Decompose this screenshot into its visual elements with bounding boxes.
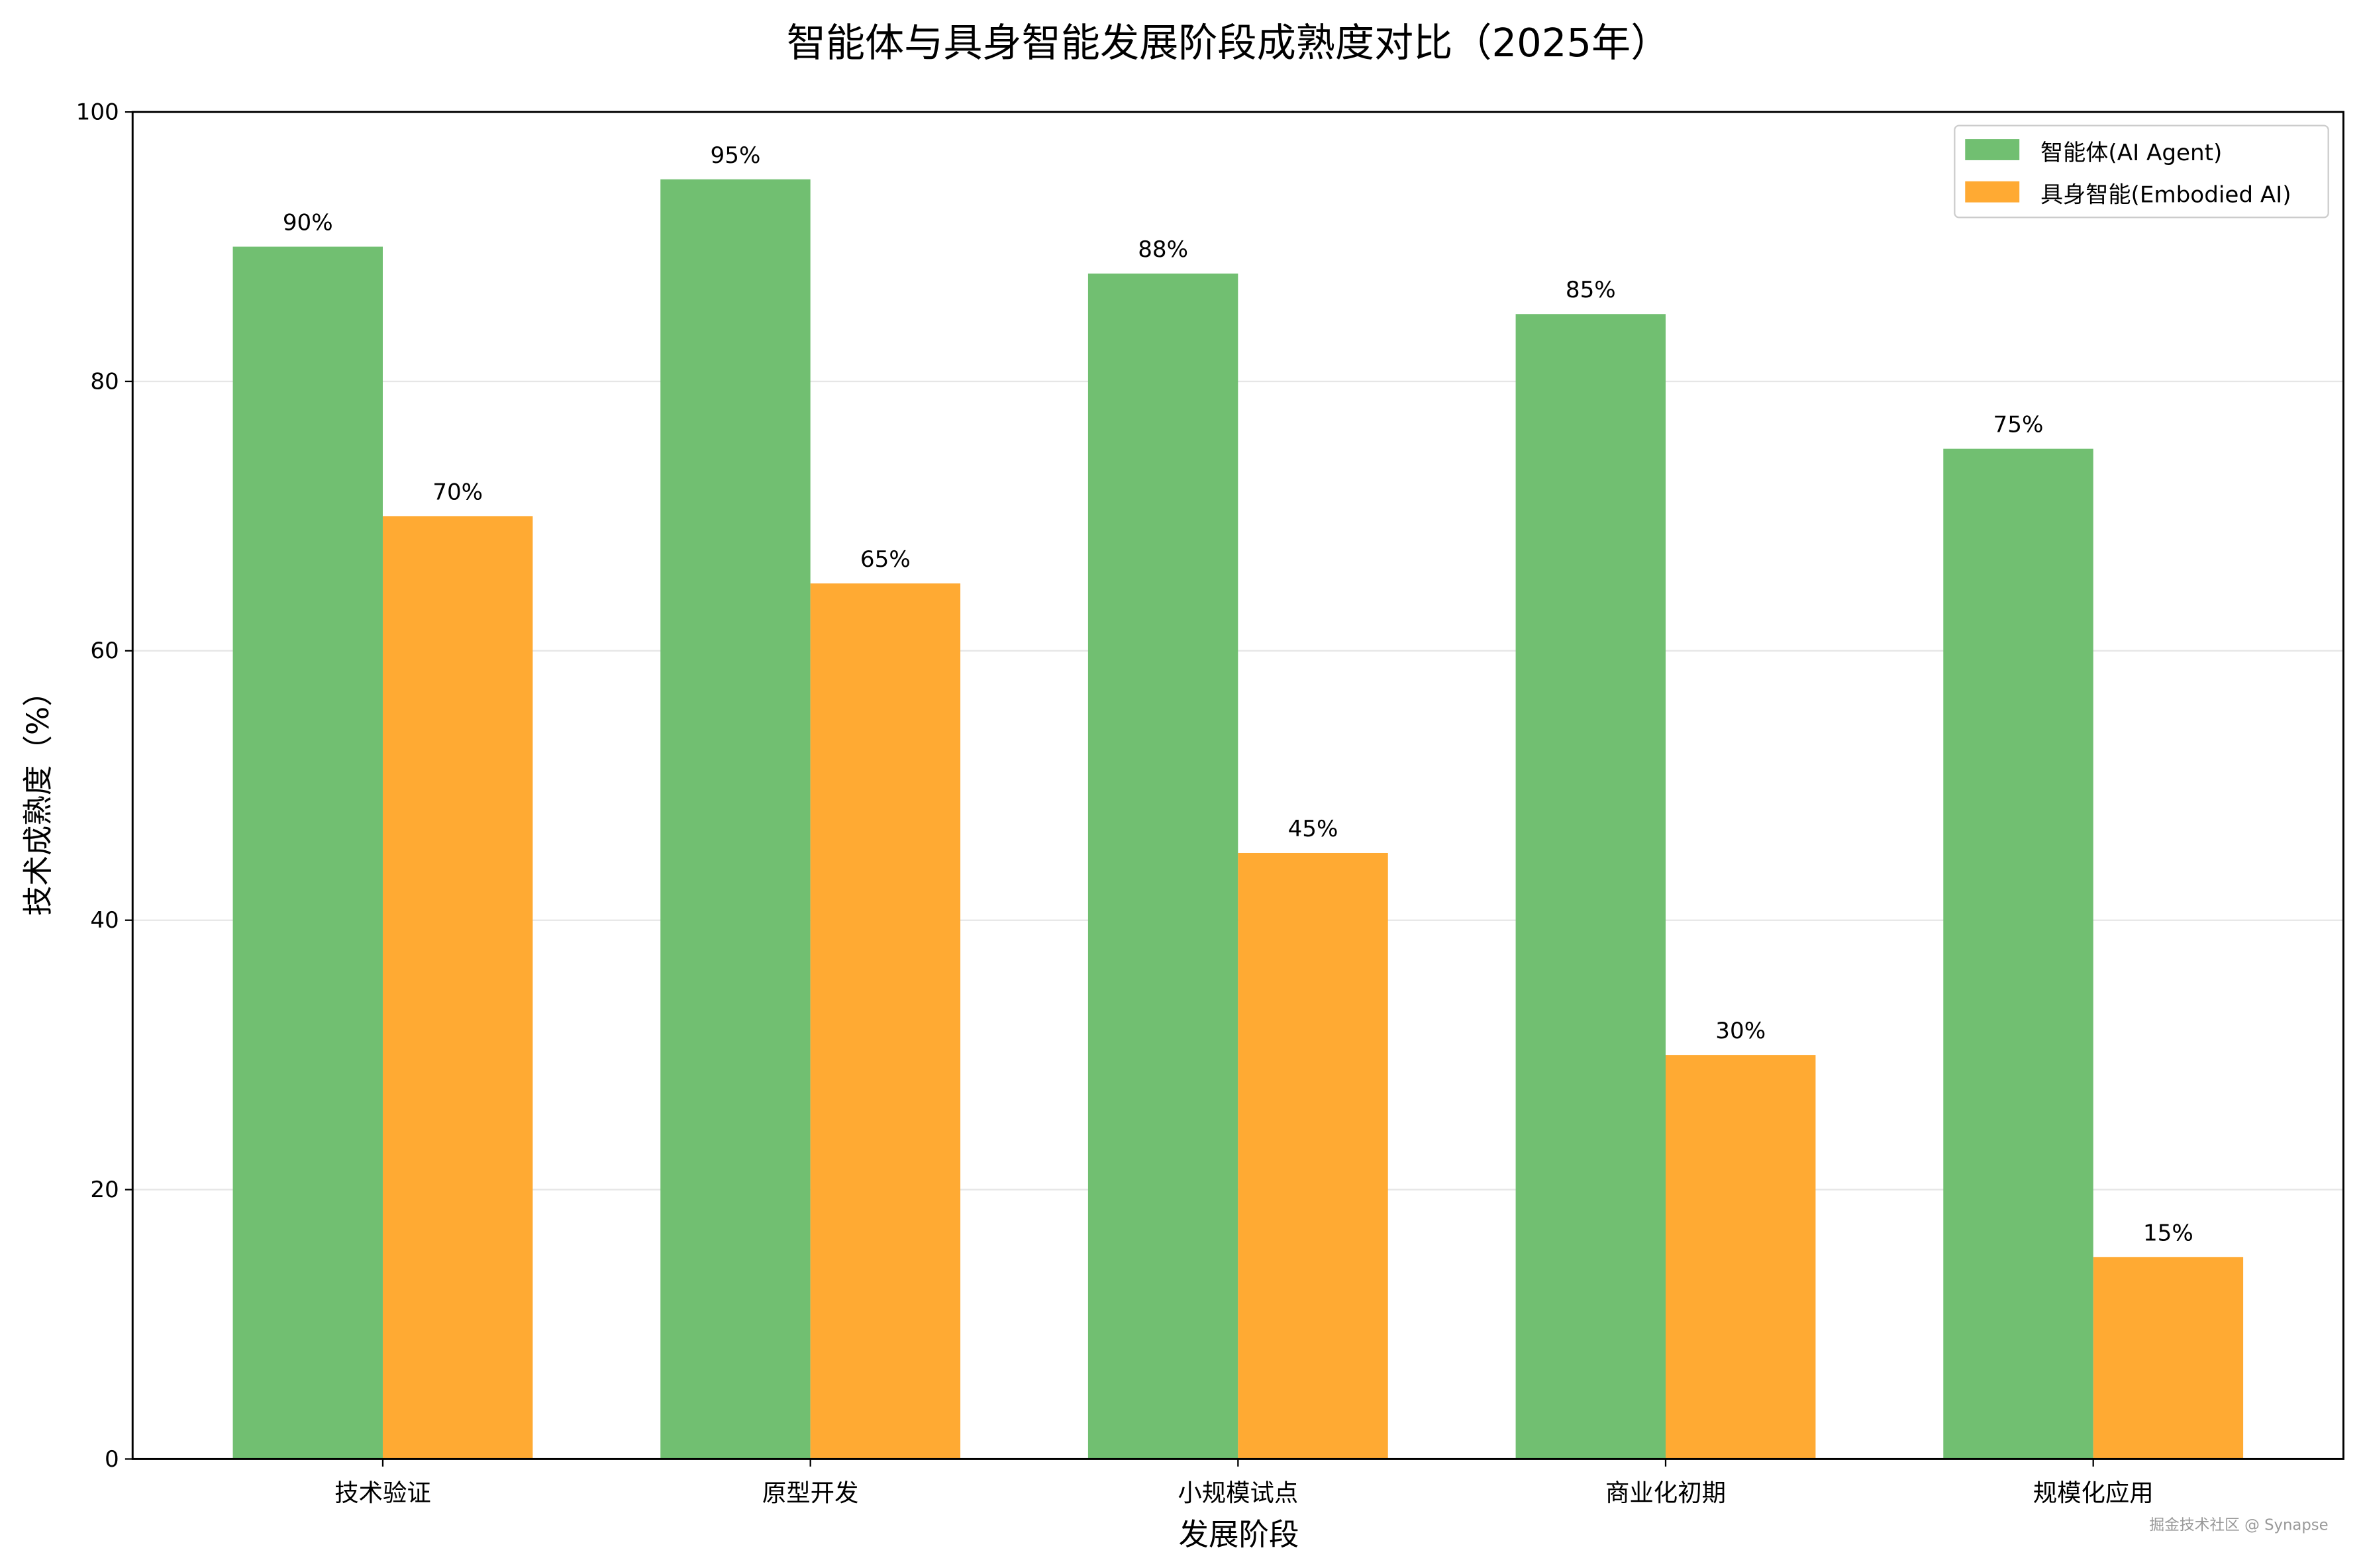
bar-data-label: 95% — [711, 142, 761, 169]
bar — [1087, 273, 1238, 1459]
bar-data-label: 45% — [1288, 816, 1338, 842]
bar-data-label: 70% — [432, 479, 483, 505]
y-tick-label: 100 — [76, 99, 119, 126]
y-axis-label: 技术成熟度（%） — [21, 676, 56, 916]
legend-swatch-agent — [1965, 139, 2020, 160]
y-tick-label: 40 — [90, 907, 119, 934]
x-tick-label: 商业化初期 — [1605, 1479, 1726, 1507]
y-tick-label: 60 — [90, 638, 119, 664]
legend-box — [1954, 124, 2329, 219]
bar — [660, 179, 811, 1459]
y-tick-label: 80 — [90, 368, 119, 395]
x-tick-label: 规模化应用 — [2033, 1479, 2154, 1507]
bar — [1238, 852, 1388, 1459]
bar-data-label: 15% — [2143, 1220, 2193, 1246]
x-axis-ticks: 技术验证 原型开发 小规模试点 商业化初期 规模化应用 — [334, 1459, 2154, 1507]
chart-title: 智能体与具身智能发展阶段成熟度对比（2025年） — [787, 20, 1670, 66]
y-tick-label: 0 — [105, 1446, 119, 1473]
x-axis-label: 发展阶段 — [1178, 1517, 1299, 1552]
bar — [2093, 1257, 2244, 1459]
bar — [1515, 314, 1666, 1459]
bar-data-label: 65% — [860, 546, 911, 573]
watermark: 掘金技术社区 @ Synapse — [2149, 1516, 2328, 1534]
bar-data-label: 85% — [1566, 277, 1616, 303]
plot-frame — [131, 111, 2344, 1460]
legend-label-agent: 智能体(AI Agent) — [2040, 140, 2222, 166]
legend-swatch-embodied — [1965, 181, 2020, 203]
y-tick-label: 20 — [90, 1177, 119, 1203]
bar-data-label: 90% — [283, 210, 333, 236]
bar-data-label: 88% — [1138, 236, 1188, 263]
x-tick-label: 原型开发 — [762, 1479, 859, 1507]
x-tick-label: 小规模试点 — [1178, 1479, 1298, 1507]
bar — [232, 246, 383, 1459]
bar — [382, 516, 533, 1459]
bar — [1943, 448, 2093, 1459]
x-tick-label: 技术验证 — [334, 1479, 431, 1507]
legend-label-embodied: 具身智能(Embodied AI) — [2040, 182, 2291, 209]
bar — [810, 583, 961, 1459]
legend: 智能体(AI Agent) 具身智能(Embodied AI) — [1954, 124, 2329, 219]
bars: 90% 70% 95% 65% 88% 45% 85% 30% 75% 15% — [232, 142, 2244, 1459]
bar-data-label: 30% — [1715, 1018, 1766, 1044]
bar-data-label: 75% — [1993, 412, 2044, 438]
y-axis-ticks: 0 20 40 60 80 100 — [76, 99, 133, 1473]
bar — [1666, 1055, 1816, 1459]
